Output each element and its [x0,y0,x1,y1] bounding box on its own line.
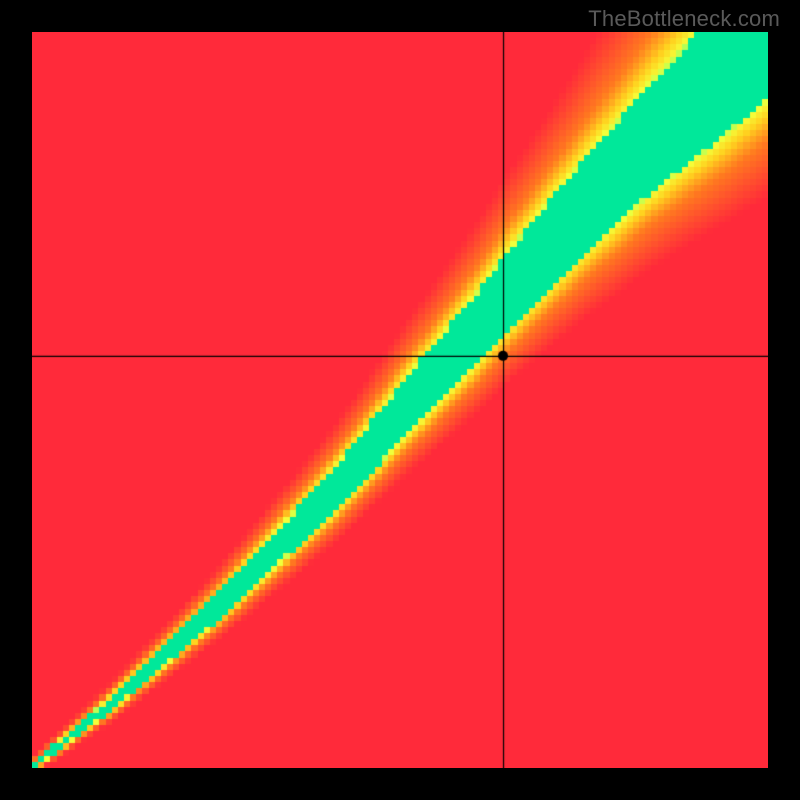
heatmap-canvas [32,32,768,768]
chart-container: TheBottleneck.com [0,0,800,800]
watermark-text: TheBottleneck.com [588,6,780,32]
plot-area [32,32,768,768]
